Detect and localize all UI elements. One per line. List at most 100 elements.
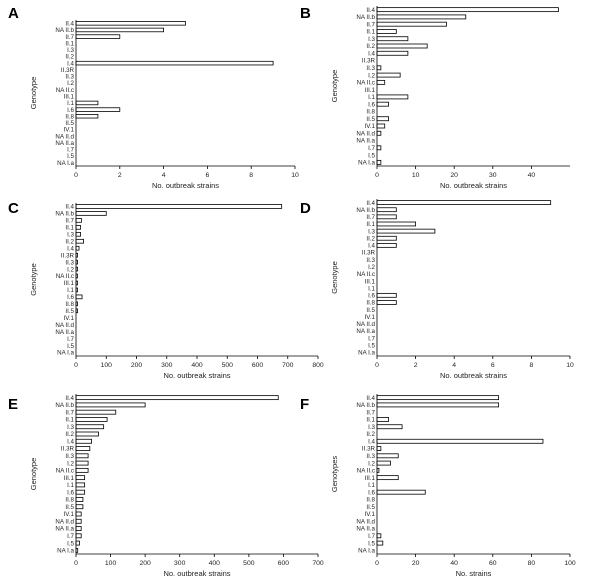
panel-f: F II.4NA II.bII.7II.1I.3II.2I.4II.3RII.3I… [300, 394, 576, 578]
y-tick-label: IV.1 [64, 127, 75, 134]
y-tick-label: IV.1 [365, 511, 376, 518]
y-tick-label: I.7 [67, 147, 74, 154]
y-tick-label: II.2 [65, 238, 74, 245]
y-tick-label: I.1 [368, 285, 375, 292]
y-tick-label: NA II.b [55, 27, 74, 34]
y-tick-label: II.2 [65, 431, 74, 438]
y-tick-label: II.5 [366, 504, 375, 511]
y-tick-label: II.5 [65, 308, 74, 315]
bar [75, 438, 92, 444]
y-tick-label: II.7 [366, 409, 375, 416]
x-tick-label: 100 [105, 560, 117, 567]
bar [75, 34, 121, 39]
bar [75, 294, 83, 300]
y-tick-label: NA II.a [55, 526, 74, 533]
x-tick-label: 30 [489, 172, 497, 179]
y-tick-label: NA II.d [55, 322, 74, 329]
y-tick-label: II.5 [65, 120, 74, 127]
bar [376, 460, 391, 466]
y-tick-label: I.3 [67, 231, 74, 238]
y-tick-label: I.5 [67, 343, 74, 350]
bar [376, 228, 436, 234]
bar [376, 221, 416, 227]
bar [376, 453, 399, 459]
bar [376, 72, 401, 78]
bar [75, 100, 99, 106]
y-tick-label: I.4 [368, 50, 375, 57]
panel-letter: A [8, 5, 19, 22]
y-tick-label: IV.1 [64, 315, 75, 322]
x-axis-label: No. outbreak strains [152, 181, 219, 190]
y-tick-label: II.4 [65, 21, 74, 28]
panel-d: D II.4NA II.bII.7II.1I.3II.2I.4II.3RII.3I… [300, 199, 574, 380]
x-tick-label: 40 [528, 172, 536, 179]
y-tick-label: II.2 [65, 54, 74, 61]
y-tick-label: II.3R [61, 446, 75, 453]
y-tick-label: I.6 [67, 294, 74, 301]
y-tick-label: I.6 [368, 101, 375, 108]
y-tick-label: II.4 [65, 395, 74, 402]
x-tick-label: 2 [118, 172, 122, 179]
y-tick-label: NA II.a [356, 328, 375, 335]
y-tick-label: II.1 [366, 29, 375, 36]
bar [75, 424, 105, 430]
bar [376, 207, 397, 213]
x-axis-label: No. outbreak strains [163, 371, 230, 380]
y-tick-label: I.2 [67, 80, 74, 87]
y-tick-label: I.3 [368, 424, 375, 431]
x-tick-label: 40 [450, 560, 458, 567]
y-tick-label: II.3R [61, 252, 75, 259]
y-tick-label: II.3R [362, 446, 376, 453]
y-tick-label: NA II.b [356, 14, 375, 21]
bar [376, 243, 397, 248]
y-tick-label: II.8 [65, 301, 74, 308]
y-tick-label: II.8 [366, 109, 375, 116]
bar [75, 60, 274, 66]
bar [376, 424, 403, 430]
y-axis-label: Genotype [29, 77, 38, 110]
y-tick-label: I.2 [368, 460, 375, 467]
y-tick-label: I.7 [67, 336, 74, 343]
y-tick-label: I.3 [368, 36, 375, 43]
y-tick-label: II.5 [366, 307, 375, 314]
y-tick-label: I.5 [368, 342, 375, 349]
bar [75, 504, 84, 510]
bar [376, 36, 409, 42]
y-tick-label: NA II.a [55, 140, 74, 147]
y-tick-label: I.5 [368, 152, 375, 159]
bar [75, 409, 117, 415]
x-tick-label: 0 [74, 172, 78, 179]
bar [376, 292, 397, 298]
y-tick-label: I.1 [67, 287, 74, 294]
bar [376, 235, 397, 241]
x-tick-label: 100 [564, 560, 576, 567]
y-tick-label: NA II.d [356, 321, 375, 328]
y-tick-label: II.8 [366, 300, 375, 307]
y-tick-label: IV.1 [64, 511, 75, 518]
y-tick-label: II.4 [65, 204, 74, 211]
y-tick-label: I.1 [368, 94, 375, 101]
y-tick-label: I.7 [368, 145, 375, 152]
bar [75, 218, 82, 223]
x-tick-label: 80 [528, 560, 536, 567]
y-tick-label: III.1 [365, 278, 376, 285]
bar [376, 214, 397, 220]
bar [75, 497, 84, 502]
y-tick-label: III.1 [64, 475, 75, 482]
x-tick-label: 500 [222, 362, 234, 369]
bar [75, 27, 164, 33]
y-tick-label: NA II.b [55, 402, 74, 409]
bar [75, 453, 89, 459]
x-tick-label: 0 [375, 560, 379, 567]
x-tick-label: 0 [74, 362, 78, 369]
y-tick-label: I.2 [67, 460, 74, 467]
panel-letter: E [8, 396, 18, 413]
bar [75, 238, 84, 244]
y-tick-label: III.1 [365, 87, 376, 94]
x-axis-label: No. outbreak strains [440, 371, 507, 380]
y-tick-label: NA I.a [57, 160, 74, 167]
x-tick-label: 700 [312, 560, 324, 567]
x-tick-label: 0 [375, 172, 379, 179]
x-tick-label: 400 [191, 362, 203, 369]
bar [75, 482, 86, 488]
